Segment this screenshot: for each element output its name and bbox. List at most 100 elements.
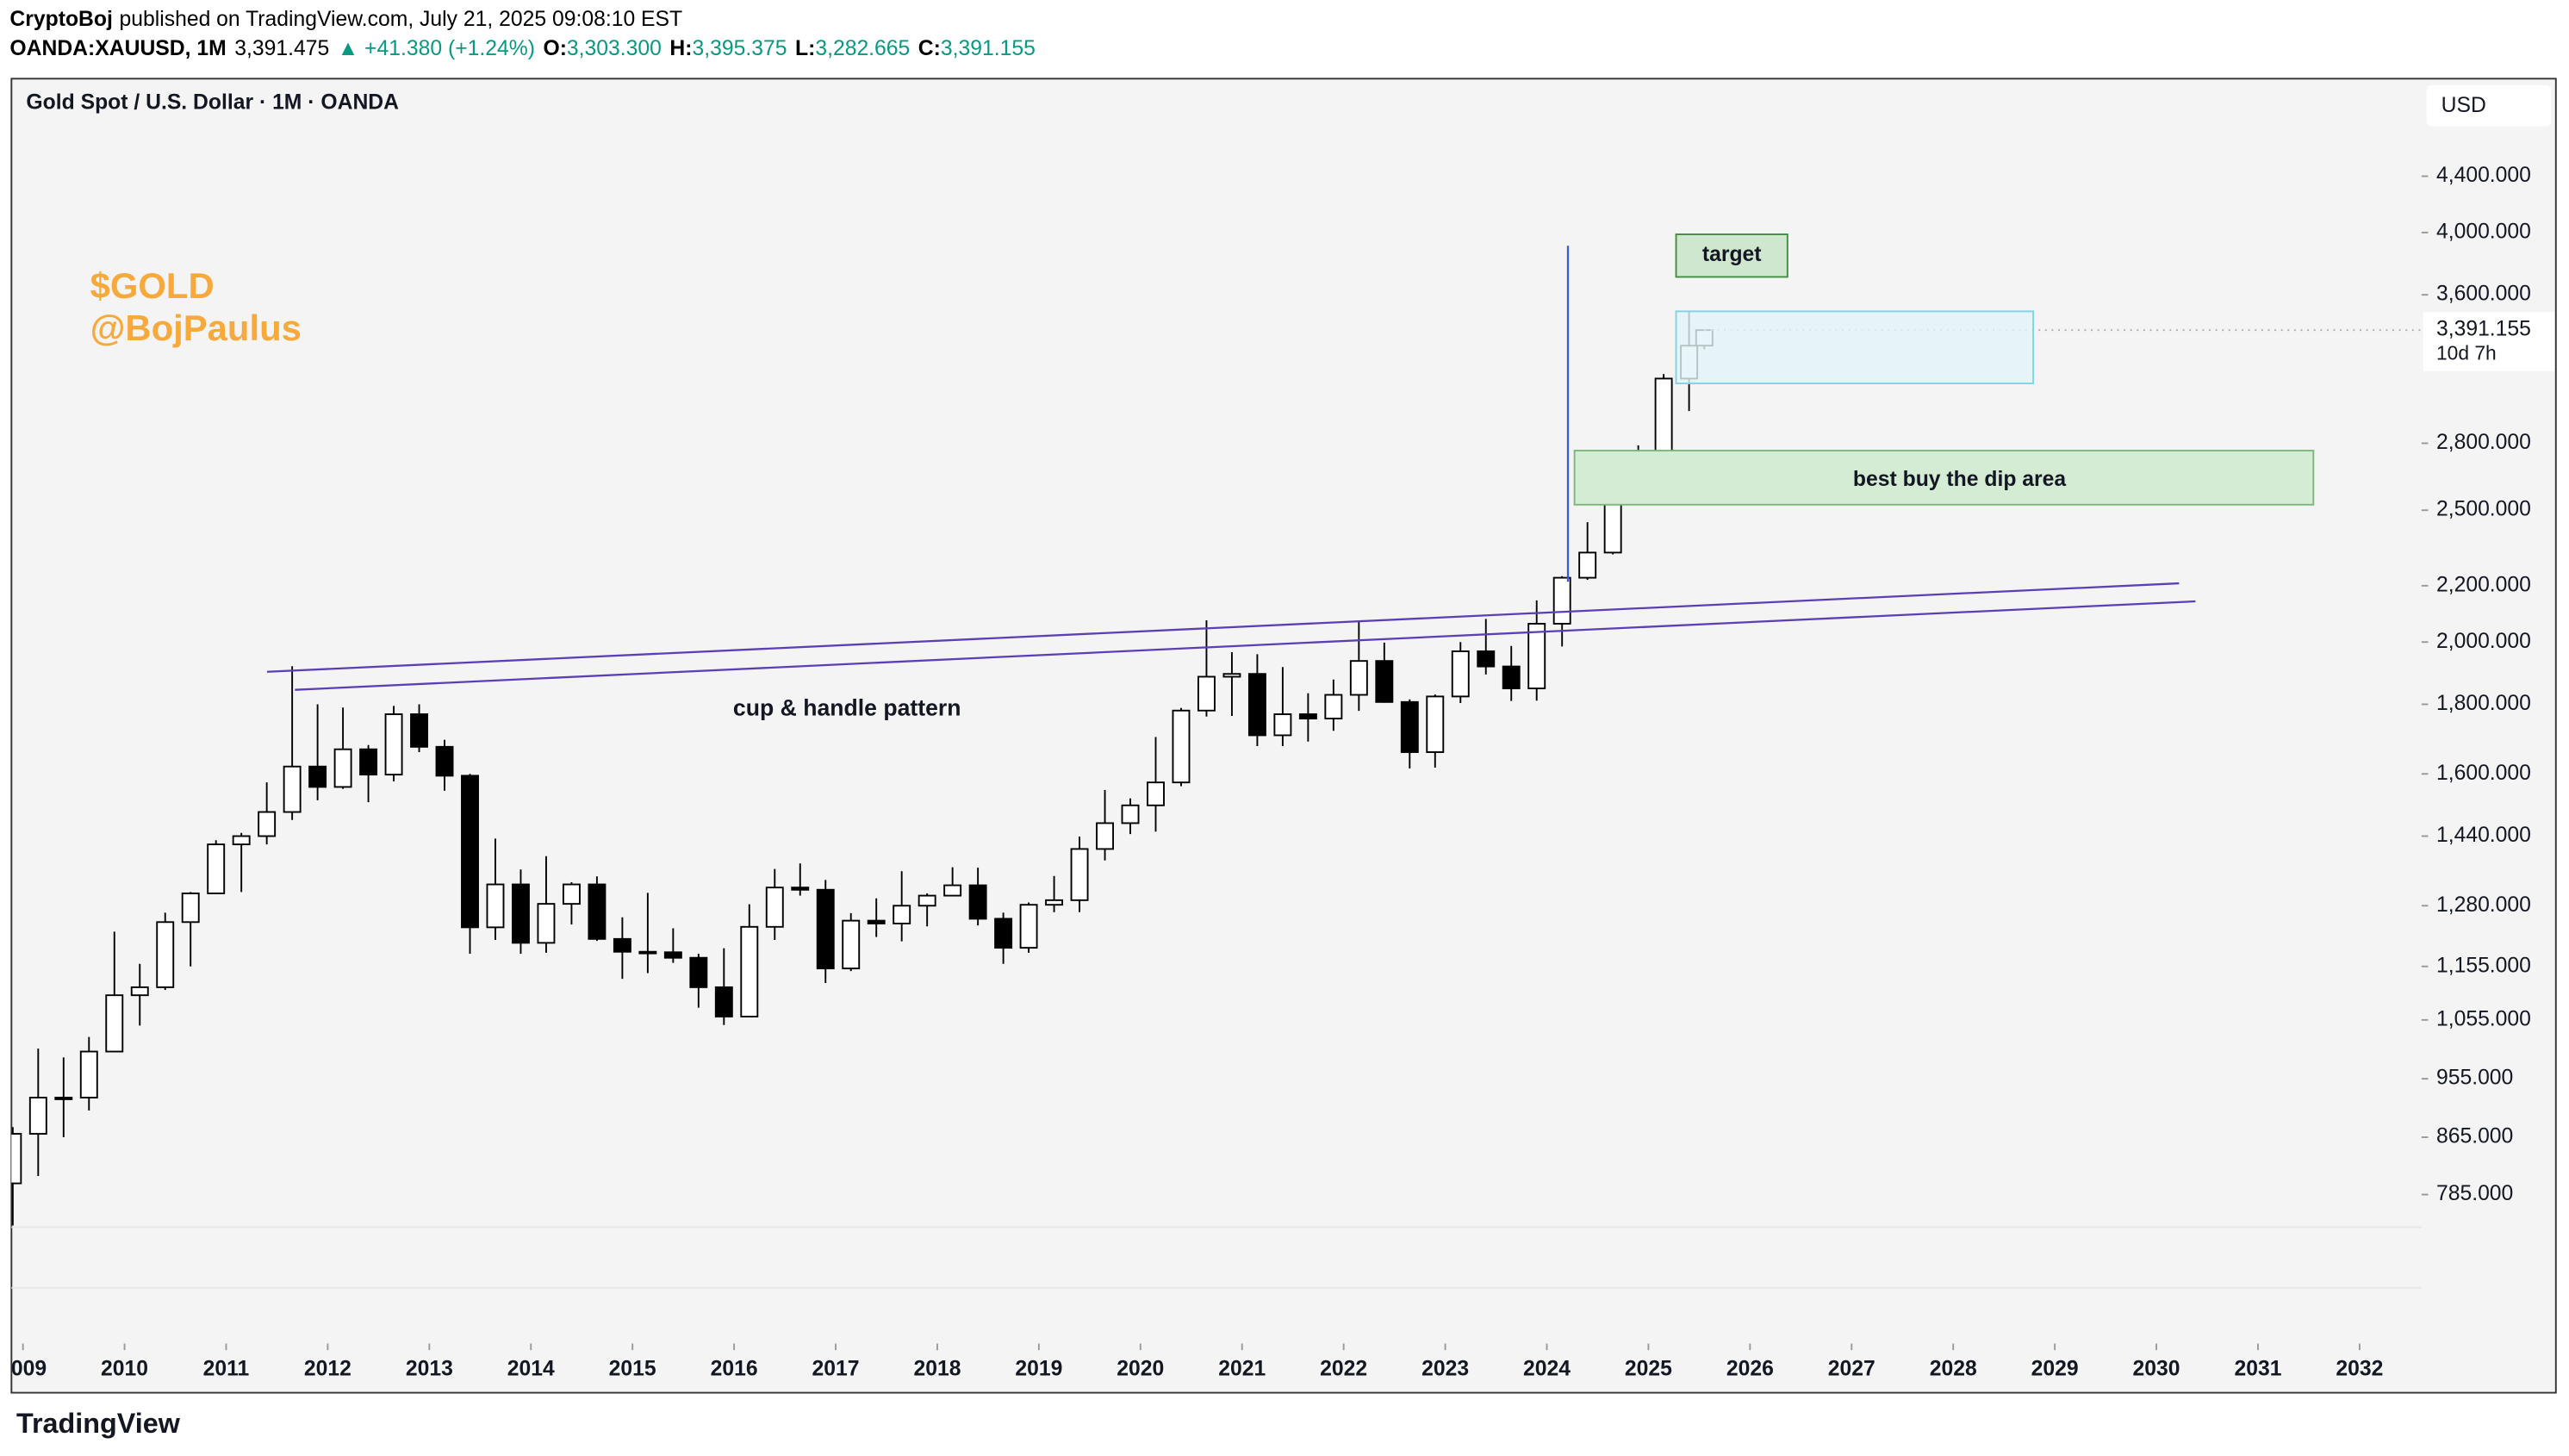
candle-body <box>765 887 784 928</box>
x-tick-label: 2027 <box>1828 1357 1875 1380</box>
y-tick-label: 4,400.000 <box>2436 164 2531 187</box>
candle-body <box>1096 822 1114 850</box>
candle-body <box>1298 713 1317 720</box>
candle-body <box>54 1097 73 1100</box>
x-tick-label: 2016 <box>711 1357 758 1380</box>
close-label: C: <box>918 37 941 60</box>
candle-body <box>28 1097 47 1135</box>
x-tick-label: 2011 <box>203 1357 250 1380</box>
candle-body <box>918 894 936 907</box>
y-tick-label: 785.000 <box>2436 1182 2513 1205</box>
candle-body <box>181 892 200 924</box>
x-tick-label: 2015 <box>609 1357 656 1380</box>
currency[interactable]: USD <box>2441 94 2486 117</box>
candle-body <box>207 843 226 894</box>
x-tick-label: 2028 <box>1930 1357 1977 1380</box>
trend-line <box>295 600 2196 691</box>
low-label: L: <box>795 37 815 60</box>
candle-body <box>105 994 124 1053</box>
candle-body <box>740 925 759 1017</box>
pattern-label: cup & handle pattern <box>733 695 961 721</box>
candle-body <box>1324 694 1343 720</box>
candle-body <box>486 883 505 929</box>
high-label: H: <box>669 37 692 60</box>
candle-body <box>943 884 962 897</box>
candle-body <box>867 919 886 924</box>
candle-body <box>79 1050 98 1098</box>
x-tick-label: 2017 <box>812 1357 860 1380</box>
candle-body <box>283 765 302 813</box>
candle-body <box>11 1133 22 1185</box>
candle-body <box>1147 781 1165 806</box>
y-tick-label: 2,500.000 <box>2436 498 2531 521</box>
candle-body <box>512 883 530 944</box>
ohlc-line: OANDA:XAUUSD, 1M 3,391.475 ▲ +41.380 (+1.2… <box>9 37 1035 60</box>
candle-body <box>461 775 479 929</box>
candle-body <box>588 883 606 940</box>
symbol: OANDA:XAUUSD, 1M <box>9 37 226 60</box>
publish-line: CryptoBoj published on TradingView.com, J… <box>9 7 682 30</box>
candle-body <box>410 713 429 748</box>
price: 3,391.475 <box>234 37 329 60</box>
watermark: @BojPaulus <box>90 308 302 348</box>
candle-body <box>714 986 733 1017</box>
x-tick-label: 2025 <box>1625 1357 1672 1380</box>
last-price-box <box>2423 312 2554 371</box>
candle-body <box>1045 899 1064 906</box>
x-tick-label: 2031 <box>2234 1357 2281 1380</box>
x-tick-label: 2010 <box>101 1357 148 1380</box>
y-tick-label: 3,600.000 <box>2436 283 2531 306</box>
x-tick-label: 2023 <box>1421 1357 1469 1380</box>
brand: TradingView <box>16 1408 181 1439</box>
candle-body <box>842 919 861 970</box>
low: 3,282.665 <box>815 37 910 60</box>
y-tick-label: 1,155.000 <box>2436 954 2531 977</box>
y-tick-label: 1,280.000 <box>2436 893 2531 917</box>
candle-body <box>1273 713 1292 737</box>
range-box <box>1675 310 2035 385</box>
candle-body <box>994 918 1013 949</box>
buy-zone <box>1573 450 2315 506</box>
published: published on TradingView.com, July 21, 2… <box>119 7 682 30</box>
plot-area <box>11 311 2422 1226</box>
y-tick-label: 4,000.000 <box>2436 220 2531 243</box>
candle-body <box>1527 623 1546 690</box>
countdown: 10d 7h <box>2436 342 2497 364</box>
candle-body <box>968 884 987 920</box>
x-tick-label: 2018 <box>913 1357 961 1380</box>
open-label: O: <box>543 37 566 60</box>
x-tick-label: 2020 <box>1117 1357 1164 1380</box>
candle-body <box>435 745 454 777</box>
candle-body <box>308 765 327 788</box>
candle-body <box>1197 675 1216 712</box>
candle-body <box>893 905 911 924</box>
candle-body <box>333 748 352 788</box>
candle-body <box>1552 576 1571 625</box>
currency-box[interactable] <box>2426 84 2552 127</box>
candle-body <box>663 951 682 959</box>
candle-body <box>1502 665 1521 690</box>
x-tick-label: 2030 <box>2133 1357 2180 1380</box>
x-tick-label: 2012 <box>304 1357 351 1380</box>
y-tick-label: 1,800.000 <box>2436 692 2531 715</box>
candle-body <box>562 883 581 905</box>
trend-line <box>266 582 2180 673</box>
last-price-label: 3,391.155 <box>2436 318 2531 341</box>
candle-body <box>1019 904 1038 949</box>
x-tick-label: 2014 <box>507 1357 555 1380</box>
candle-body <box>791 887 810 891</box>
buy-zone-label: best buy the dip area <box>1853 468 2067 491</box>
y-tick-label: 1,440.000 <box>2436 824 2531 847</box>
x-tick-label: 2021 <box>1218 1357 1266 1380</box>
candle-body <box>258 811 277 837</box>
candle-body <box>1375 660 1394 703</box>
drawings: best buy the dip area target cup & handl… <box>266 233 2315 721</box>
x-axis: 2009 2010 2011 2012 2013 2014 2015 2016 2017 2018… <box>11 1343 2383 1380</box>
candle-body <box>1426 695 1445 753</box>
candle-body <box>359 748 378 776</box>
candle-body <box>1247 673 1266 737</box>
target-label: target <box>1702 243 1762 266</box>
candle-body <box>384 713 403 776</box>
y-tick-label: 955.000 <box>2436 1067 2513 1090</box>
